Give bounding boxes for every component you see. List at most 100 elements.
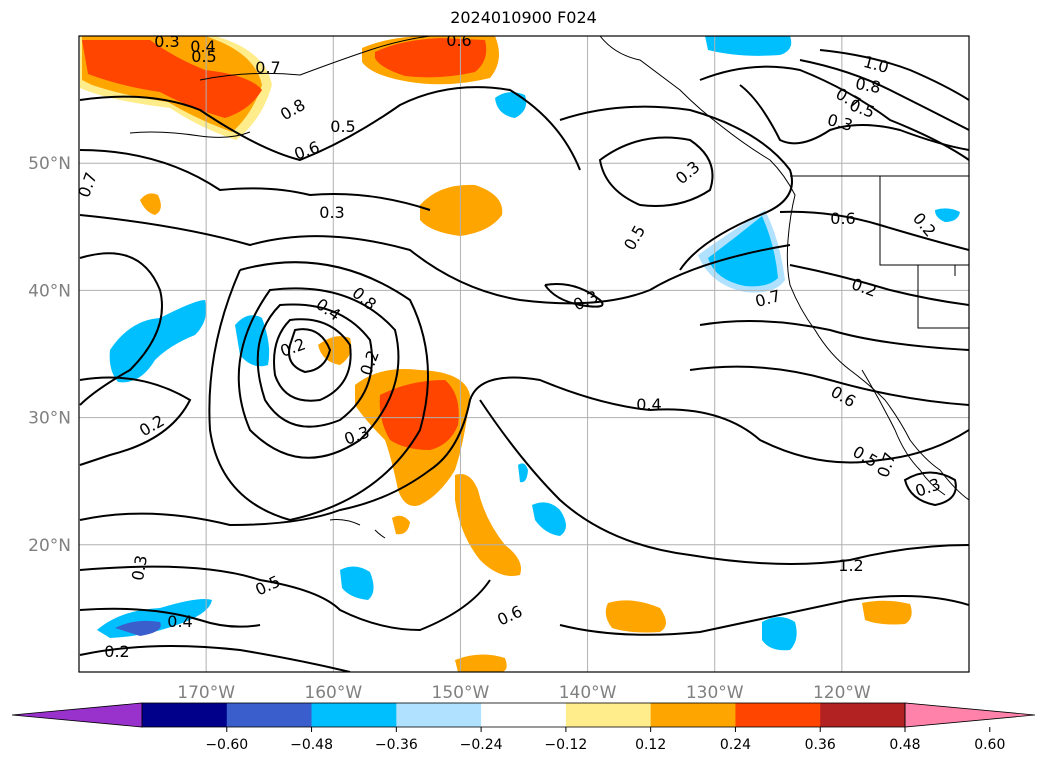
contour-value-label: 0.6 [446,31,471,50]
coastlines [129,36,969,539]
contour-line [237,287,400,459]
colorbar-tick-label: 0.12 [635,737,666,753]
contour-value-label: 0.3 [913,474,943,501]
longitude-label: 150°W [432,683,490,703]
colorbar-swatch [565,703,652,727]
contour-line [559,595,969,636]
contour-line [79,252,163,406]
negative-region [115,620,161,636]
negative-region [532,502,566,536]
longitude-label: 160°W [304,683,362,703]
coastline-alaska [199,36,431,81]
latitude-labels: 50°N 40°N 30°N 20°N [28,154,71,556]
contour-line [598,136,714,207]
contour-value-label: 0.5 [330,117,355,136]
longitude-label: 130°W [686,683,744,703]
coastline-baja [861,369,946,496]
colorbar-tick-label: 0.24 [720,737,751,753]
contour-line [819,49,969,101]
contour-line [559,105,793,271]
negative-region [518,463,528,483]
negative-region [235,315,270,367]
negative-region [708,216,778,287]
longitude-labels: 170°W 160°W 150°W 140°W 130°W 120°W [177,683,871,703]
contour-line [903,471,957,507]
contour-value-label: 0.3 [128,554,151,582]
colorbar-swatch [311,703,397,727]
map-title: 2024010900 F024 [450,8,597,27]
positive-region [379,380,459,450]
contour-value-label: 0.3 [154,32,179,51]
contour-lines [79,49,969,672]
contour-line [699,320,969,351]
contour-value-label: 0.3 [672,157,704,188]
contour-line [79,376,192,466]
colorbar-swatch [735,703,821,727]
contour-value-label: 0.3 [342,422,372,449]
negative-region [705,36,792,56]
colorbar-tick-label: −0.36 [375,737,418,753]
longitude-label: 140°W [559,683,617,703]
latitude-label: 40°N [28,281,71,301]
colorbar-tick-label: 0.60 [974,737,1005,753]
positive-region [605,600,666,633]
contour-line [79,149,431,211]
colorbar-extend-min [11,702,143,728]
coastline-north-america [599,36,969,501]
contour-value-label: 0.6 [292,137,322,164]
contour-line [799,59,969,131]
contour-value-label: 0.3 [319,203,344,222]
negative-region [762,617,797,651]
map-frame [78,35,970,673]
positive-region [420,184,503,236]
colorbar-tick-label: 0.36 [805,737,836,753]
colorbar-tick-label: −0.24 [460,737,503,753]
contour-value-label: 0.8 [854,74,882,97]
contour-value-label: 0.5 [191,47,216,66]
latitude-label: 50°N [28,154,71,174]
contour-value-label: 1.0 [861,52,891,77]
contour-value-label: 0.7 [255,58,280,77]
colorbar-frame [141,702,906,728]
contour-line [288,328,332,374]
positive-region [455,474,521,576]
contour-value-label: 0.6 [830,209,855,228]
contour-line [79,607,261,628]
colorbar-swatch [142,703,228,727]
contour-line [544,283,604,308]
coastline-islands [129,131,251,138]
contour-value-label: 1.2 [838,556,863,575]
positive-region [375,38,487,78]
contour-line [208,261,429,522]
colorbar-tick-label: −0.48 [290,737,333,753]
positive-region [82,40,262,118]
colorbar-tick-label: −0.60 [205,737,248,753]
contour-line [779,210,969,251]
negative-region [935,208,960,222]
contour-value-label: 0.6 [494,602,525,630]
contour-value-label: 0.5 [620,222,649,254]
colorbar-swatch [481,703,567,727]
border-states [879,176,969,329]
map-plot-area: 0.3 0.4 0.5 0.7 0.8 0.6 0.5 0.6 0.7 0.3 0.5 0.3 0.6 0… [74,31,969,672]
contour-line [479,399,969,565]
colorbar-tick-label: −0.12 [544,737,587,753]
contour-value-label: 0.4 [167,612,192,631]
contour-line [79,565,491,632]
colorbar-swatch [650,703,736,727]
colorbar: −0.60 −0.48 −0.36 −0.24 −0.12 0.12 0.24 0.36 0.4… [11,702,1036,753]
contour-line [739,84,969,151]
contour-value-label: 0.7 [74,170,101,200]
contour-value-label: 0.5 [252,572,283,600]
negative-region [495,92,527,118]
shaded-regions [80,36,960,672]
contour-line [79,376,969,527]
colorbar-swatch [226,703,313,727]
positive-region [862,600,912,625]
negative-region [109,300,207,383]
colorbar-extend-max [904,702,1036,728]
latitude-label: 30°N [28,409,71,429]
contour-value-label: 0.2 [849,274,879,301]
contour-line [79,214,791,305]
contour-line [273,318,352,402]
